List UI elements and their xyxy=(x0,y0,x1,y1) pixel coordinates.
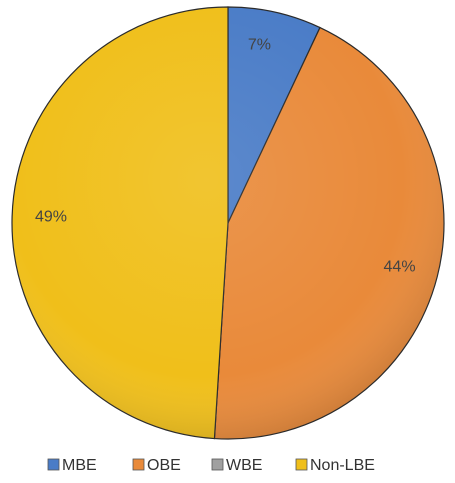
legend: MBE OBE WBE Non-LBE xyxy=(47,457,375,474)
legend-label-mbe: MBE xyxy=(62,457,97,474)
legend-swatch-wbe xyxy=(211,458,224,471)
legend-label-obe: OBE xyxy=(147,457,181,474)
legend-swatch-mbe xyxy=(47,458,60,471)
data-label-mbe: 7% xyxy=(248,37,271,54)
legend-label-non-lbe: Non-LBE xyxy=(310,457,375,474)
pie-data-labels: 7% 44% 49% xyxy=(35,37,416,276)
legend-swatch-non-lbe xyxy=(295,458,308,471)
legend-label-wbe: WBE xyxy=(226,457,262,474)
data-label-non-lbe: 49% xyxy=(35,209,67,226)
pie-shading xyxy=(12,7,444,439)
data-label-obe: 44% xyxy=(384,258,416,275)
legend-swatch-obe xyxy=(132,458,145,471)
